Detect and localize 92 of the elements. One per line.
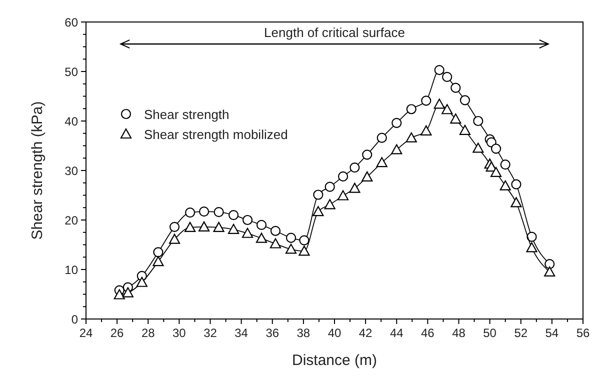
x-tick-label: 26	[110, 326, 124, 340]
point	[544, 266, 556, 277]
y-tick-label: 20	[64, 214, 78, 228]
point	[544, 259, 555, 270]
point	[490, 144, 502, 154]
point	[285, 244, 297, 254]
x-tick-label: 34	[234, 326, 248, 340]
point	[362, 150, 372, 160]
x-tick-label: 44	[390, 326, 404, 340]
point	[406, 104, 416, 114]
point	[421, 96, 432, 106]
point	[376, 132, 387, 143]
point	[228, 210, 239, 220]
point	[242, 214, 253, 226]
x-tick-label: 36	[266, 326, 280, 340]
point	[270, 238, 282, 248]
point	[526, 242, 538, 252]
y-axis-title: Shear strength (kPa)	[29, 101, 46, 240]
point	[153, 247, 164, 258]
point	[136, 276, 148, 287]
point	[198, 206, 210, 217]
point	[459, 124, 471, 135]
point	[213, 222, 224, 232]
point	[169, 222, 180, 232]
x-tick-label: 38	[296, 326, 310, 340]
y-tick-label: 30	[64, 164, 78, 178]
point	[337, 190, 349, 200]
point	[256, 232, 268, 243]
point	[450, 82, 461, 93]
point	[362, 171, 373, 182]
point	[350, 162, 360, 173]
point	[184, 222, 196, 232]
point	[472, 142, 484, 153]
point	[434, 98, 445, 109]
point	[168, 234, 180, 244]
x-tick-label: 40	[328, 326, 342, 340]
point	[442, 72, 452, 82]
point	[185, 208, 196, 218]
point	[214, 207, 224, 218]
point	[391, 144, 402, 154]
x-tick-label: 24	[79, 326, 93, 340]
x-tick-label: 50	[483, 326, 497, 340]
y-tick-label: 50	[64, 65, 78, 79]
point	[511, 179, 522, 190]
point	[500, 180, 511, 190]
x-tick-label: 46	[421, 326, 435, 340]
point	[526, 232, 537, 242]
point	[460, 95, 470, 106]
point	[299, 235, 310, 246]
x-tick-label: 52	[514, 326, 528, 340]
point	[392, 118, 402, 128]
point	[256, 220, 267, 230]
y-tick-label: 10	[64, 263, 78, 277]
point	[490, 166, 502, 178]
x-tick-label: 32	[204, 326, 218, 340]
point	[510, 197, 522, 208]
point	[313, 190, 324, 200]
x-tick-label: 42	[358, 326, 373, 340]
legend-label: Shear strength mobilized	[144, 127, 288, 142]
legend-label: Shear strength	[144, 107, 230, 122]
y-tick-label: 0	[71, 312, 78, 326]
x-tick-label: 48	[452, 326, 466, 340]
annotation: Length of critical surface	[264, 25, 405, 40]
point	[324, 199, 336, 210]
y-tick-label: 60	[64, 16, 78, 30]
x-tick-label: 54	[545, 326, 559, 340]
y-tick-label: 40	[64, 114, 78, 128]
point	[376, 157, 388, 168]
point	[198, 221, 210, 232]
point	[298, 246, 310, 256]
point	[312, 206, 324, 216]
point	[450, 113, 462, 124]
point	[242, 228, 254, 238]
point	[338, 171, 348, 182]
point	[122, 287, 134, 298]
point	[228, 224, 240, 234]
point	[473, 116, 484, 126]
point	[434, 64, 444, 76]
point	[270, 226, 281, 236]
point	[286, 232, 296, 243]
point	[442, 104, 453, 114]
x-axis-title: Distance (m)	[292, 352, 378, 369]
point	[500, 160, 510, 170]
point	[349, 182, 360, 193]
point	[324, 182, 335, 192]
point	[152, 256, 164, 266]
point	[406, 132, 417, 142]
x-tick-label: 28	[141, 326, 156, 340]
point	[420, 125, 432, 136]
point	[114, 289, 125, 300]
x-tick-label: 56	[576, 326, 590, 340]
x-tick-label: 30	[172, 326, 186, 340]
